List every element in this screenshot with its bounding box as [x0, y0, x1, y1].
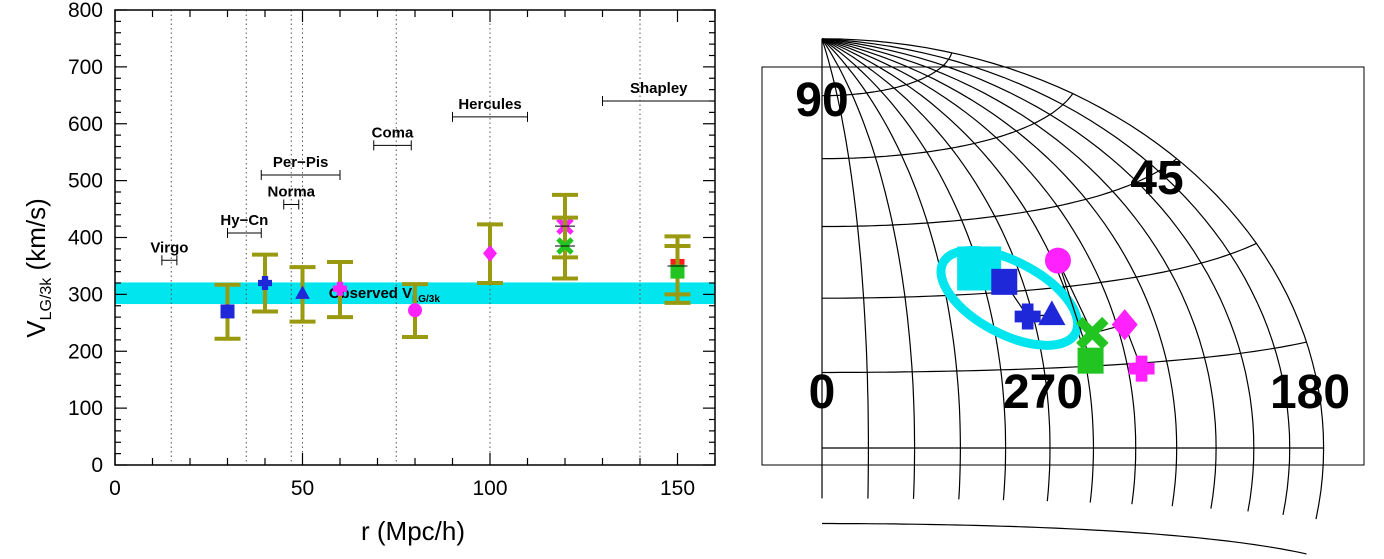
y-tick-label: 0	[91, 454, 103, 477]
marker-diamond	[483, 245, 497, 262]
x-tick-label: 0	[109, 477, 121, 500]
cluster-range-coma: Coma	[372, 124, 414, 151]
x-tick-label: 100	[472, 477, 507, 500]
data-point-5	[477, 222, 503, 285]
marker-triangle	[295, 285, 310, 299]
cluster-range-virgo: Virgo	[150, 239, 188, 266]
cluster-range-norma: Norma	[267, 184, 316, 210]
data-point-1	[252, 252, 278, 314]
x-tick-label: 50	[291, 477, 314, 500]
cluster-label: Coma	[372, 124, 414, 141]
y-tick-label: 500	[68, 170, 103, 193]
cluster-range-shapley: Shapley	[602, 80, 716, 106]
y-tick-label: 300	[68, 283, 103, 306]
y-tick-label: 700	[68, 56, 103, 79]
data-point-7	[552, 215, 578, 281]
y-axis-label-sub: LG/3k	[38, 277, 55, 321]
x-tick-label: 150	[660, 477, 695, 500]
y-tick-label: 600	[68, 113, 103, 136]
cluster-label: Hy−Cn	[220, 212, 268, 229]
data-point-2	[289, 265, 316, 324]
cluster-label: Norma	[267, 184, 315, 201]
observed-band-label: Observed VLG/3k	[329, 285, 441, 305]
y-tick-label: 100	[68, 397, 103, 420]
data-point-4	[402, 282, 428, 340]
plot-frame	[114, 9, 716, 466]
y-tick-label: 800	[68, 0, 103, 22]
marker-plus	[333, 281, 347, 296]
data-point-9	[664, 244, 691, 305]
y-axis-label: VLG/3k (km/s)	[21, 198, 55, 337]
cluster-range-perpis: Per−Pis	[260, 154, 341, 180]
cluster-range-hercules: Hercules	[452, 96, 528, 122]
marker-plus	[258, 276, 272, 290]
y-tick-label: 400	[68, 227, 103, 250]
cluster-label: Virgo	[150, 239, 188, 256]
data-point-3	[327, 259, 353, 320]
cluster-label: Shapley	[630, 80, 688, 97]
cluster-range-hycn: Hy−Cn	[220, 212, 268, 238]
x-axis-label: r (Mpc/h)	[361, 516, 465, 546]
marker-circle	[408, 303, 422, 318]
y-tick-label: 200	[68, 340, 103, 363]
marker-square	[220, 304, 235, 319]
cluster-label: Hercules	[458, 96, 521, 113]
marker-square	[670, 264, 685, 279]
cluster-label: Per−Pis	[273, 154, 328, 171]
data-point-0	[214, 282, 241, 341]
